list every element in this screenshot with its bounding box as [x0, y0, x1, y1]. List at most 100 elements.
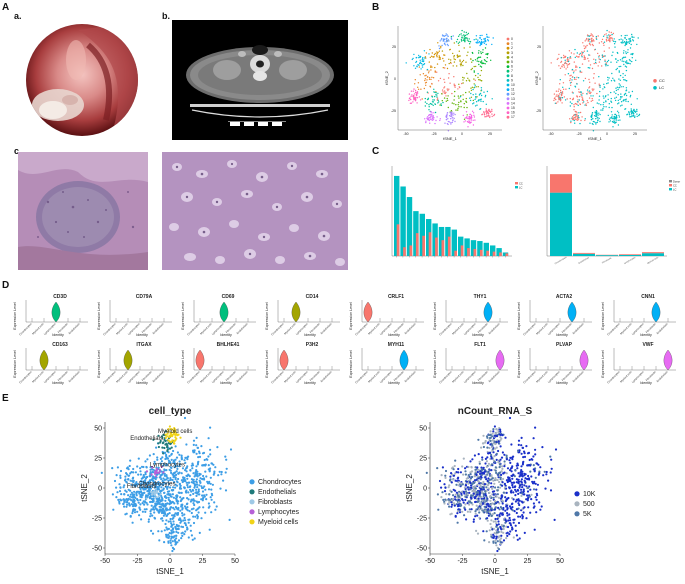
- b-left-legend-swatch: [506, 42, 510, 45]
- e-left-point: [189, 469, 192, 472]
- b-right-point: [596, 121, 598, 124]
- e-right-point: [451, 503, 454, 506]
- e-left-point: [169, 466, 172, 469]
- b-left-point: [475, 101, 478, 103]
- b-right-point: [603, 86, 605, 88]
- d-gene-title: FLT1: [474, 342, 486, 348]
- e-right-point: [494, 539, 497, 542]
- e-right-point: [499, 525, 502, 529]
- b-left-point: [450, 122, 452, 124]
- b-right-point: [559, 79, 561, 81]
- b-left-point: [446, 34, 448, 36]
- e-right-point: [513, 485, 516, 489]
- b-right-point: [625, 80, 627, 82]
- e-left-point: [198, 455, 202, 458]
- d-violin-peak: [579, 349, 589, 371]
- b-left-point: [473, 78, 475, 80]
- e-right-point: [502, 491, 505, 494]
- b-right-point: [625, 61, 627, 64]
- b-right-point: [573, 77, 576, 79]
- b-left-point: [432, 56, 434, 58]
- e-left-point: [143, 500, 146, 503]
- b-right-point: [592, 120, 595, 123]
- e-left-point: [198, 472, 201, 475]
- e-left-point: [162, 514, 165, 517]
- b-left-point: [451, 113, 453, 115]
- b-left-point: [438, 45, 440, 47]
- e-left-point: [178, 453, 181, 456]
- b-right-point: [638, 113, 641, 116]
- b-left-point: [447, 99, 449, 102]
- e-right-point: [453, 464, 456, 468]
- b-left-ytick: 25: [392, 45, 396, 49]
- b-left-point: [486, 35, 488, 38]
- b-right-legend-label: LC: [659, 85, 664, 90]
- e-right-point: [547, 479, 550, 482]
- b-right-point: [550, 62, 552, 64]
- e-right-point: [461, 510, 464, 513]
- e-left-point: [153, 516, 156, 519]
- b-right-point: [598, 112, 600, 114]
- e-left-point: [170, 535, 173, 538]
- e-right-legend-swatch: [574, 501, 580, 507]
- b-left-point: [464, 37, 467, 39]
- b-right-point: [584, 40, 586, 42]
- e-left-point: [165, 475, 168, 478]
- b-left-point: [433, 88, 435, 91]
- b-right-point: [584, 119, 586, 122]
- b-left-point: [450, 59, 452, 61]
- b-right-point: [631, 112, 633, 114]
- e-left-point: [172, 496, 175, 499]
- b-left-point: [485, 43, 487, 46]
- e-right-point: [456, 477, 459, 480]
- e-right-point: [498, 433, 501, 436]
- b-right-point: [587, 39, 590, 42]
- e-right-point: [481, 499, 484, 502]
- e-right-point: [521, 508, 524, 511]
- e-right-point: [549, 455, 552, 458]
- e-right-ylabel: tSNE_2: [405, 474, 414, 502]
- b-right-point: [621, 104, 623, 106]
- b-left-point: [466, 39, 469, 41]
- b-left-point: [436, 97, 439, 99]
- e-left-point: [152, 438, 155, 441]
- b-right-point: [606, 35, 608, 37]
- b-right-point: [603, 106, 605, 108]
- b-left-point: [457, 104, 459, 106]
- b-left-point: [492, 37, 494, 39]
- e-left-point: [188, 518, 191, 521]
- e-right-point: [505, 456, 508, 459]
- e-left-point: [189, 500, 192, 503]
- e-right-point: [515, 478, 518, 481]
- e-left-point: [125, 501, 128, 504]
- b-left-point: [450, 118, 452, 120]
- e-left-point: [139, 498, 142, 502]
- b-left-point: [443, 87, 445, 89]
- b-left-point: [491, 110, 493, 112]
- b-left-point: [446, 113, 448, 115]
- b-left-point: [428, 117, 430, 119]
- e-left-point: [212, 473, 215, 476]
- b-left-point: [442, 101, 444, 104]
- b-left-point: [468, 43, 471, 45]
- b-right-point: [619, 84, 621, 86]
- e-left-point: [133, 511, 137, 514]
- b-left-point: [431, 95, 433, 98]
- b-left-point: [483, 42, 486, 44]
- e-right-point: [468, 491, 471, 494]
- b-left-point: [427, 98, 429, 100]
- b-left-point: [422, 60, 425, 63]
- e-right-xlabel: tSNE_1: [481, 567, 509, 576]
- b-right-point: [632, 39, 634, 41]
- e-left-point: [157, 442, 160, 445]
- b-left-point: [469, 97, 471, 99]
- e-right-point: [536, 462, 539, 465]
- b-right-point: [629, 63, 631, 65]
- b-right-point: [592, 89, 594, 92]
- b-left-point: [483, 111, 485, 113]
- b-left-point: [480, 39, 483, 41]
- e-right-point: [501, 481, 504, 484]
- b-right-point: [573, 104, 575, 106]
- e-right-point: [469, 510, 472, 513]
- b-left-point: [434, 122, 436, 125]
